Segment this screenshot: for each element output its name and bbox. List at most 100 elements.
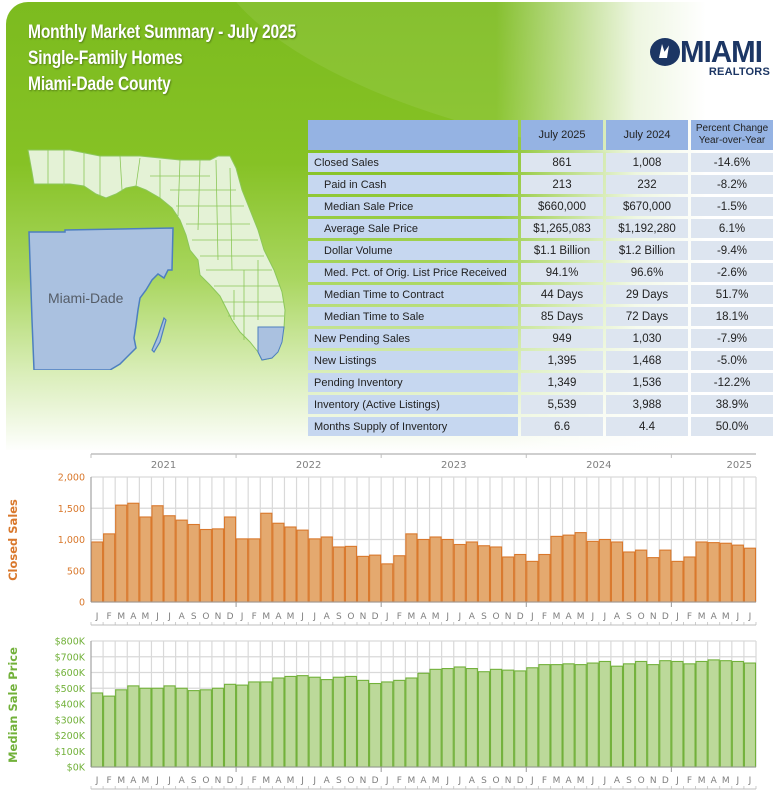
value-percent-change: 50.0%: [691, 417, 773, 436]
month-label: A: [130, 776, 137, 786]
bar: [308, 538, 321, 603]
y-tick-label: $0K: [67, 763, 86, 774]
bar: [538, 553, 551, 603]
month-label: A: [130, 612, 137, 622]
bar: [344, 675, 358, 768]
value-july-2025: 213: [521, 175, 603, 194]
value-july-2025: $1,265,083: [521, 219, 603, 238]
miami-realtors-logo: MIAMI REALTORS: [650, 34, 772, 82]
value-percent-change: 51.7%: [691, 285, 773, 304]
bar: [441, 538, 454, 603]
month-label: J: [457, 776, 461, 786]
bar: [248, 681, 261, 768]
month-label: N: [215, 612, 222, 622]
bar: [260, 512, 273, 603]
value-percent-change: 6.1%: [691, 219, 773, 238]
month-label: M: [408, 612, 416, 622]
logo-mark-icon: [650, 38, 680, 66]
value-percent-change: -7.9%: [691, 329, 773, 348]
bar: [369, 682, 382, 768]
month-label: S: [336, 776, 342, 786]
bar: [163, 685, 176, 768]
florida-state-shape: [27, 149, 286, 361]
bar: [248, 538, 261, 603]
bar: [199, 528, 212, 603]
miami-dade-state-highlight: [257, 326, 285, 361]
table-row: Months Supply of Inventory 6.6 4.4 50.0%: [308, 417, 773, 436]
month-label: M: [408, 776, 416, 786]
month-label: M: [262, 612, 270, 622]
value-percent-change: 38.9%: [691, 395, 773, 414]
value-july-2024: $1,192,280: [606, 219, 688, 238]
month-label: J: [312, 776, 316, 786]
header-blank: [308, 120, 518, 150]
bar: [405, 677, 418, 768]
month-label: A: [566, 612, 573, 622]
month-label: S: [481, 612, 487, 622]
bar: [115, 689, 128, 768]
bar: [405, 533, 418, 603]
month-label: J: [95, 612, 99, 622]
value-july-2024: 232: [606, 175, 688, 194]
bar: [610, 665, 624, 768]
month-label: J: [457, 612, 461, 622]
y-tick-label: $100K: [55, 747, 86, 758]
bar: [695, 541, 708, 603]
row-label: Median Time to Sale: [308, 307, 518, 326]
header-percent-change: Percent Change Year-over-Year: [691, 120, 773, 150]
month-label: F: [397, 612, 402, 622]
value-july-2025: 1,395: [521, 351, 603, 370]
month-label: F: [542, 612, 547, 622]
bar: [381, 681, 394, 768]
month-label: J: [300, 776, 304, 786]
florida-map: [27, 149, 286, 370]
bar: [598, 660, 611, 768]
month-label: J: [675, 612, 679, 622]
month-label: N: [360, 612, 367, 622]
logo-subtitle: REALTORS: [708, 66, 770, 78]
value-july-2025: 44 Days: [521, 285, 603, 304]
month-label: O: [492, 612, 499, 622]
bar: [489, 668, 503, 768]
miami-dade-label: Miami-Dade: [48, 290, 124, 306]
row-label: Months Supply of Inventory: [308, 417, 518, 436]
month-label: N: [505, 776, 512, 786]
bar: [332, 546, 345, 603]
value-july-2024: 29 Days: [606, 285, 688, 304]
value-july-2025: 85 Days: [521, 307, 603, 326]
value-july-2025: 1,349: [521, 373, 603, 392]
bar: [332, 676, 345, 768]
month-label: D: [372, 612, 379, 622]
bar: [103, 695, 116, 768]
bar: [635, 549, 648, 603]
value-july-2025: 861: [521, 153, 603, 172]
header-july-2025: July 2025: [521, 120, 603, 150]
year-label: 2025: [727, 460, 752, 471]
table-row: Closed Sales 861 1,008 -14.6%: [308, 153, 773, 172]
month-label: S: [481, 776, 487, 786]
median-sale-price-chart: $0K $100K $200K $300K $400K $500K $600K $700K $8…: [6, 637, 757, 790]
bar: [526, 560, 539, 603]
value-july-2024: 72 Days: [606, 307, 688, 326]
row-label: Average Sale Price: [308, 219, 518, 238]
logo-wordmark: MIAMI: [680, 34, 763, 69]
bar: [550, 664, 563, 768]
month-label: J: [155, 612, 159, 622]
month-label: A: [420, 776, 427, 786]
bar: [707, 659, 720, 768]
header-july-2024: July 2024: [606, 120, 688, 150]
table-row: Paid in Cash 213 232 -8.2%: [308, 175, 773, 194]
bar: [441, 668, 454, 768]
month-label: J: [167, 612, 171, 622]
year-label: 2023: [441, 460, 466, 471]
bar: [272, 677, 285, 768]
month-label: A: [614, 776, 621, 786]
month-label: J: [155, 776, 159, 786]
month-label: M: [698, 612, 706, 622]
month-label: J: [385, 776, 389, 786]
table-body: Closed Sales 861 1,008 -14.6% Paid in Cash 21…: [308, 153, 773, 436]
month-label: M: [722, 776, 730, 786]
y-axis-title: Closed Sales: [6, 499, 20, 581]
bar: [477, 671, 491, 768]
month-label: A: [179, 776, 186, 786]
